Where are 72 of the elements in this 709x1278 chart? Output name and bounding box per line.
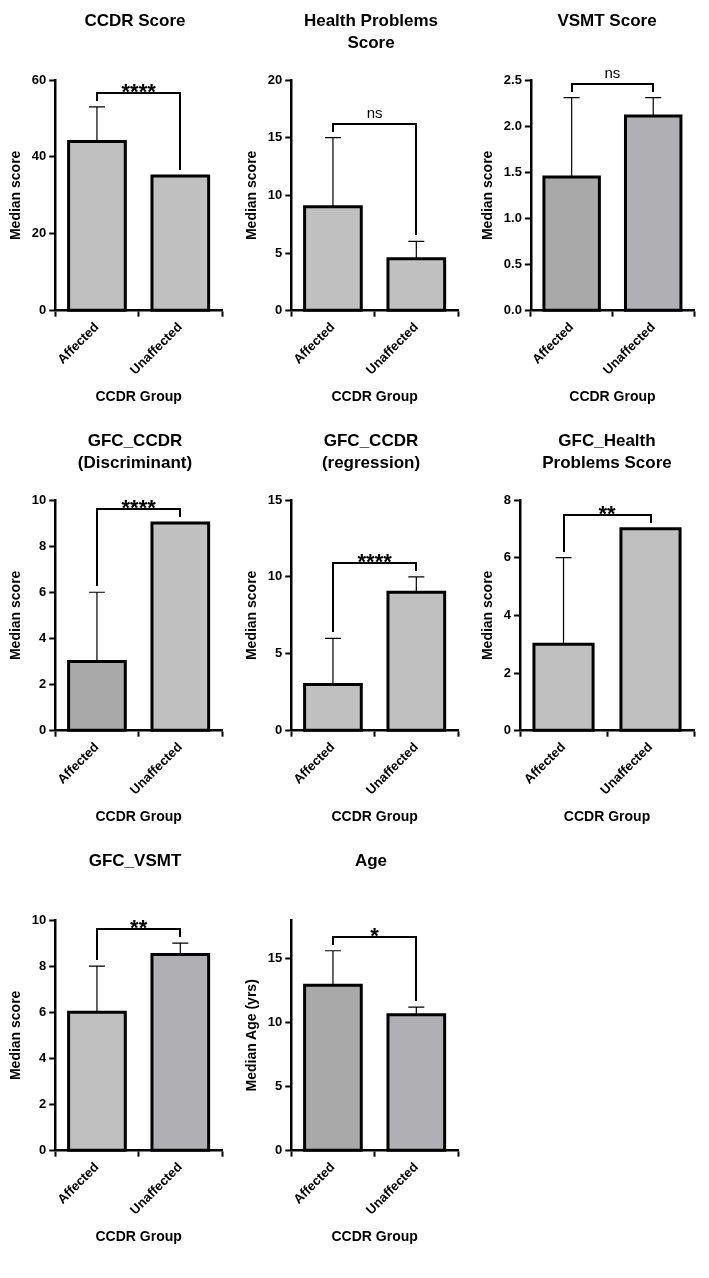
chart-title: GFC_CCDR (regression): [320, 430, 422, 474]
chart-title: GFC_CCDR (Discriminant): [76, 430, 194, 474]
annotation: ****: [121, 495, 157, 521]
y-axis-title: Median score: [7, 150, 24, 241]
annotation: ns: [366, 103, 383, 121]
y-tick-label: 10: [267, 186, 283, 202]
y-axis-title: Median score: [479, 150, 496, 241]
y-tick-label: 2.0: [503, 117, 522, 133]
annotation: ****: [121, 78, 157, 104]
y-tick-label: 1.0: [503, 209, 522, 225]
y-tick-label: 6: [503, 549, 512, 565]
annotation: **: [130, 915, 148, 941]
y-tick-label: 8: [39, 957, 47, 973]
chart-title: GFC_VSMT: [87, 850, 183, 872]
annotation: *: [370, 922, 380, 948]
y-tick-label: 0: [39, 722, 47, 738]
y-axis-title: Median score: [7, 570, 24, 661]
chart-title: CCDR Score: [83, 10, 187, 32]
y-tick-label: 0: [275, 1142, 283, 1158]
y-tick-label: 5: [275, 645, 283, 661]
y-tick-label: 0.0: [503, 302, 522, 318]
chart-title: Health Problems Score: [302, 10, 440, 54]
y-axis-title: Median Age (yrs): [243, 979, 260, 1092]
y-tick-label: 6: [39, 1003, 47, 1019]
y-axis-title: Median score: [479, 570, 496, 661]
y-tick-label: 15: [267, 129, 283, 145]
x-axis-title: CCDR Group: [331, 1228, 418, 1245]
y-tick-label: 10: [267, 568, 283, 584]
y-tick-label: 4: [503, 606, 512, 622]
y-axis-title: Median score: [243, 570, 260, 661]
y-tick-label: 10: [267, 1014, 283, 1030]
y-tick-label: 15: [267, 491, 283, 507]
annotation: ****: [357, 548, 393, 574]
y-tick-label: 8: [503, 491, 512, 507]
y-tick-label: 20: [267, 71, 283, 87]
y-tick-label: 2: [39, 676, 47, 692]
y-tick-label: 10: [31, 911, 47, 927]
y-tick-label: 20: [31, 225, 47, 241]
y-tick-label: 4: [39, 629, 48, 645]
y-tick-label: 2.5: [503, 71, 522, 87]
y-tick-label: 2: [503, 664, 512, 680]
y-tick-label: 0: [503, 722, 512, 738]
y-tick-label: 15: [267, 950, 283, 966]
y-tick-label: 0.5: [503, 256, 522, 272]
y-tick-label: 5: [275, 244, 283, 260]
y-tick-label: 0: [275, 302, 283, 318]
chart-title: GFC_Health Problems Score: [541, 430, 673, 474]
y-tick-label: 6: [39, 583, 47, 599]
chart-title: Age: [353, 850, 389, 872]
x-axis-title: CCDR Group: [563, 808, 651, 825]
text: ns: [604, 63, 621, 81]
x-axis-title: CCDR Group: [331, 388, 418, 405]
x-axis-title: CCDR Group: [569, 388, 656, 405]
y-tick-label: 0: [39, 1142, 47, 1158]
y-tick-label: 5: [275, 1078, 283, 1094]
x-axis-title: CCDR Group: [95, 1228, 182, 1245]
y-tick-label: 40: [31, 148, 47, 164]
y-tick-label: 8: [39, 537, 47, 553]
y-axis-title: Median score: [7, 990, 24, 1081]
annotation: **: [598, 500, 617, 526]
y-tick-label: 0: [275, 722, 283, 738]
x-axis-title: CCDR Group: [95, 388, 182, 405]
y-tick-label: 1.5: [503, 163, 522, 179]
y-tick-label: 10: [31, 491, 47, 507]
y-tick-label: 2: [39, 1096, 47, 1112]
x-axis-title: CCDR Group: [331, 808, 418, 825]
y-tick-label: 60: [31, 71, 47, 87]
y-tick-label: 4: [39, 1049, 48, 1065]
y-axis-title: Median score: [243, 150, 260, 241]
y-tick-label: 0: [39, 302, 47, 318]
x-axis-title: CCDR Group: [95, 808, 182, 825]
chart-title: VSMT Score: [556, 10, 658, 32]
